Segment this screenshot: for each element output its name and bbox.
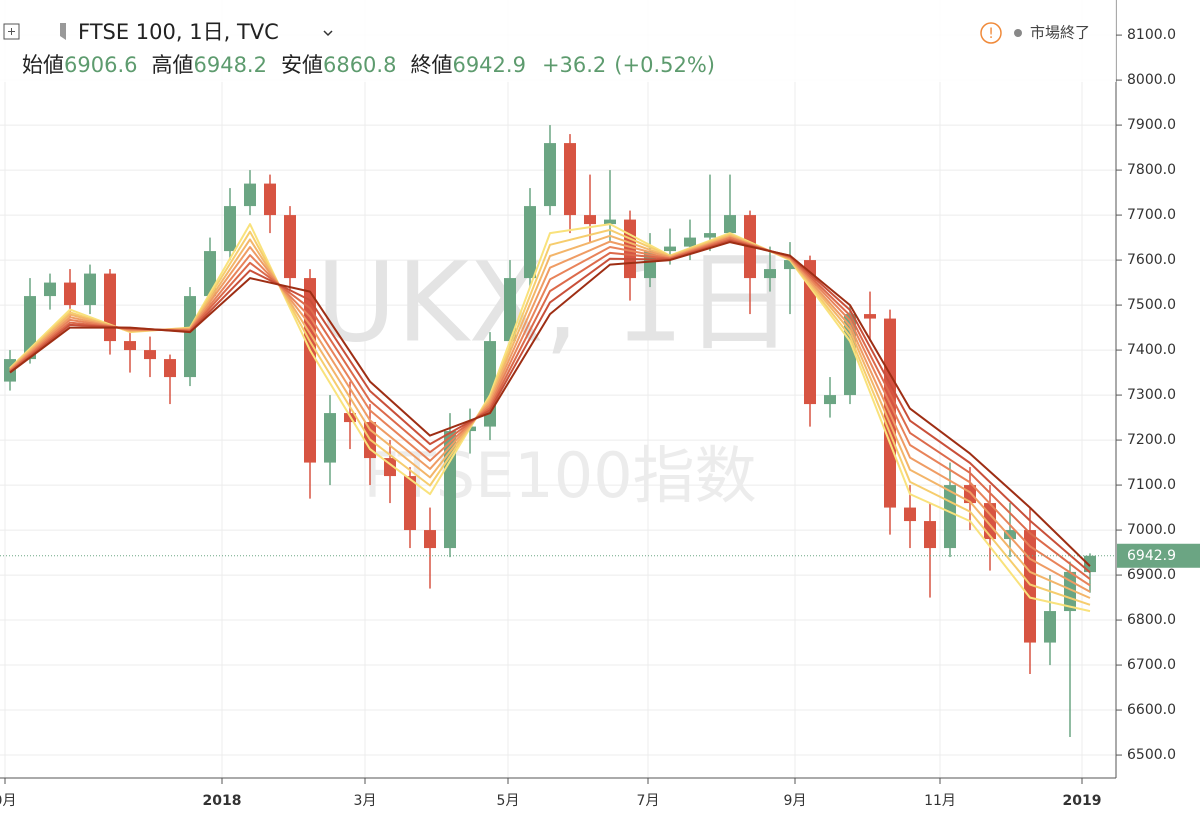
ohlc-header: 始値 6906.6 高値 6948.2 安値 6860.8 終値 6942.9 +36.2 (+0…: [22, 53, 715, 77]
candle-body: [724, 215, 736, 234]
candle-body: [204, 251, 216, 297]
candle-body: [604, 219, 616, 225]
header-bg: [0, 0, 1116, 82]
chart-title: FTSE 100, 1日, TVC: [78, 20, 279, 44]
candle-body: [64, 282, 76, 306]
moving-average: [9, 241, 1091, 567]
y-tick-label: 6700.0: [1127, 657, 1176, 673]
y-tick-label: 7800.0: [1127, 162, 1176, 178]
candle-body: [424, 530, 436, 549]
candle-body: [944, 485, 956, 549]
candle-body: [704, 233, 716, 238]
y-tick-label: 7200.0: [1127, 432, 1176, 448]
candle-body: [684, 237, 696, 247]
candle-body: [564, 143, 576, 216]
x-tick-label: 5月: [497, 793, 520, 809]
y-tick-label: 7500.0: [1127, 297, 1176, 313]
warning-mark: !: [988, 26, 994, 42]
candle-body: [104, 273, 116, 342]
candle-body: [304, 278, 316, 463]
candle-body: [504, 278, 516, 342]
ohlc-value: 6860.8: [323, 53, 396, 77]
candle-body: [184, 296, 196, 378]
grid: [0, 0, 1115, 778]
candle-body: [264, 183, 276, 216]
ohlc-value: 6942.9: [452, 53, 525, 77]
candle-body: [44, 282, 56, 297]
ohlc-label: 終値: [410, 53, 452, 77]
x-tick-label: 7月: [637, 793, 660, 809]
candle-body: [904, 507, 916, 522]
candle-body: [584, 215, 596, 225]
candle-body: [244, 183, 256, 207]
y-tick-label: 7300.0: [1127, 387, 1176, 403]
candle-body: [324, 413, 336, 463]
expand-icon[interactable]: [3, 23, 20, 40]
y-tick-label: 7600.0: [1127, 252, 1176, 268]
candle-body: [1084, 555, 1096, 573]
x-tick-label: 9月: [784, 793, 807, 809]
candle-body: [804, 260, 816, 405]
ohlc-label: 始値: [22, 53, 64, 77]
ohlc-value: 6948.2: [193, 53, 266, 77]
y-tick-label: 7000.0: [1127, 522, 1176, 538]
candle-body: [864, 314, 876, 319]
ohlc-value: 6906.6: [64, 53, 137, 77]
y-tick-label: 8000.0: [1127, 72, 1176, 88]
candle-body: [164, 359, 176, 378]
symbol-icon: [60, 23, 66, 40]
ohlc-label: 安値: [281, 53, 323, 77]
ohlc-label: 高値: [151, 53, 193, 77]
x-tick-label: 0月: [0, 793, 16, 809]
change-pct: (+0.52%): [614, 53, 715, 77]
y-tick-label: 7400.0: [1127, 342, 1176, 358]
candle-body: [84, 273, 96, 306]
x-tick-label: 3月: [354, 793, 377, 809]
status-dot: [1014, 29, 1022, 37]
y-tick-label: 6800.0: [1127, 612, 1176, 628]
dropdown-icon[interactable]: [323, 30, 333, 37]
candle-body: [224, 206, 236, 252]
last-price-label: 6942.9: [1127, 548, 1176, 564]
warning-icon[interactable]: [980, 22, 1002, 44]
change: +36.2: [542, 53, 606, 77]
x-tick-label: 2019: [1063, 793, 1102, 809]
x-tick-label: 2018: [203, 793, 242, 809]
candle-body: [784, 260, 796, 270]
y-tick-label: 7700.0: [1127, 207, 1176, 223]
candle-body: [1004, 530, 1016, 540]
candle-body: [1024, 530, 1036, 643]
watermark: FTSE100指数: [363, 439, 756, 512]
candle-body: [404, 476, 416, 531]
plot: [4, 125, 1096, 738]
candle-body: [124, 341, 136, 351]
candle-body: [544, 143, 556, 207]
candle-body: [24, 296, 36, 360]
y-tick-label: 7900.0: [1127, 117, 1176, 133]
candle-body: [284, 215, 296, 279]
watermark: UKX, 1日: [316, 238, 794, 366]
expand-icon: [8, 28, 15, 35]
x-tick-label: 11月: [924, 793, 956, 809]
y-tick-label: 6500.0: [1127, 747, 1176, 763]
candle-body: [824, 395, 836, 405]
candle-body: [764, 269, 776, 279]
market-status: 市場終了: [1030, 24, 1090, 42]
y-tick-label: 7100.0: [1127, 477, 1176, 493]
last-price-box: [1117, 543, 1200, 568]
candle-body: [1044, 611, 1056, 643]
candle-body: [144, 350, 156, 360]
y-tick-label: 6600.0: [1127, 702, 1176, 718]
y-tick-label: 8100.0: [1127, 27, 1176, 43]
candle-body: [924, 521, 936, 549]
y-tick-label: 6900.0: [1127, 567, 1176, 583]
candle-body: [524, 206, 536, 279]
candle-body: [664, 246, 676, 252]
